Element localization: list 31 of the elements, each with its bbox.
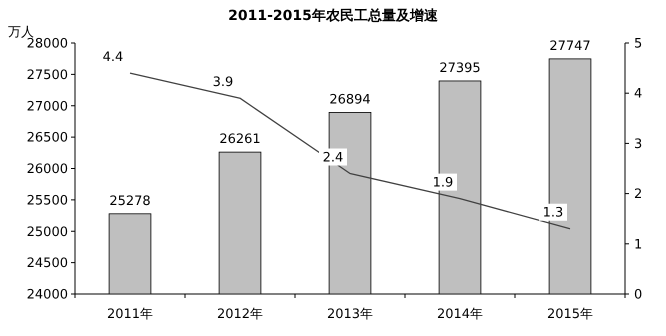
data-label: 1.3: [542, 206, 564, 221]
data-label: 26261: [219, 132, 261, 148]
data-label: 25278: [109, 194, 151, 209]
y2tick: 3: [634, 136, 642, 152]
data-label: 1.9: [432, 176, 454, 191]
data-label: 4.4: [102, 50, 124, 66]
ytick: 25000: [26, 224, 68, 240]
ytick: 24500: [26, 256, 68, 272]
xtick: 2013年: [326, 307, 374, 322]
title: 2011-2015年农民工总量及增速: [228, 8, 438, 24]
ytick: 25500: [26, 193, 68, 208]
y2tick: 0: [634, 288, 642, 302]
data-label: 26894: [329, 92, 371, 108]
ytick: 28000: [26, 36, 68, 52]
y2tick: 5: [634, 36, 642, 52]
ytick: 26500: [26, 130, 68, 146]
data-label: 2.4: [322, 150, 344, 166]
xtick: 2014年: [436, 307, 484, 322]
data-label: 3.9: [212, 75, 234, 90]
xtick: 2011年: [106, 307, 154, 322]
ytick: 26000: [26, 162, 68, 177]
ytick: 27000: [26, 99, 68, 114]
y2tick: 4: [634, 86, 642, 102]
xtick: 2012年: [216, 307, 264, 322]
ytick: 27500: [26, 68, 68, 83]
y2tick: 1: [634, 237, 642, 252]
ytick: 24000: [26, 288, 68, 302]
y2tick: 2: [634, 187, 642, 202]
data-label: 27395: [439, 60, 481, 76]
data-label: 27747: [549, 38, 591, 54]
xtick: 2015年: [546, 307, 594, 322]
